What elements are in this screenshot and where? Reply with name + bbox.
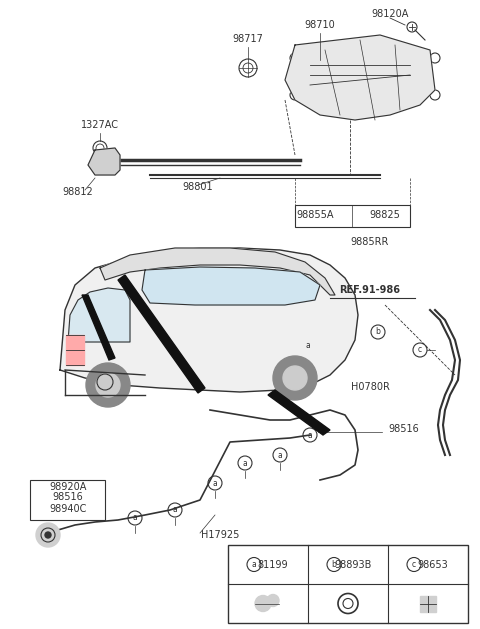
Text: 9885RR: 9885RR bbox=[351, 237, 389, 247]
Text: a: a bbox=[242, 459, 247, 467]
Text: 98940C: 98940C bbox=[49, 504, 87, 514]
Text: a: a bbox=[173, 506, 178, 515]
Text: REF.91-986: REF.91-986 bbox=[339, 285, 400, 295]
Text: 98710: 98710 bbox=[305, 20, 336, 30]
Text: b: b bbox=[332, 560, 336, 569]
Text: 98653: 98653 bbox=[418, 560, 448, 569]
Polygon shape bbox=[82, 295, 115, 360]
Text: H0780R: H0780R bbox=[350, 382, 389, 392]
Bar bbox=[420, 596, 436, 611]
Polygon shape bbox=[285, 35, 435, 120]
Polygon shape bbox=[68, 288, 130, 342]
Bar bbox=[228, 545, 468, 623]
Circle shape bbox=[283, 366, 307, 390]
Text: 98120A: 98120A bbox=[372, 9, 408, 19]
Text: 98801: 98801 bbox=[183, 182, 213, 192]
Text: 98717: 98717 bbox=[233, 34, 264, 44]
Text: a: a bbox=[308, 430, 312, 440]
Text: b: b bbox=[375, 328, 381, 337]
Text: 81199: 81199 bbox=[258, 560, 288, 569]
Text: a: a bbox=[213, 479, 217, 487]
Circle shape bbox=[255, 596, 271, 611]
Circle shape bbox=[36, 523, 60, 547]
Text: 98893B: 98893B bbox=[334, 560, 372, 569]
Polygon shape bbox=[118, 275, 205, 393]
Text: c: c bbox=[418, 345, 422, 355]
Bar bbox=[66, 335, 84, 365]
Text: 98516: 98516 bbox=[53, 492, 84, 502]
Polygon shape bbox=[268, 390, 330, 435]
Text: 98920A: 98920A bbox=[49, 482, 87, 492]
Polygon shape bbox=[88, 148, 120, 175]
Polygon shape bbox=[142, 267, 320, 305]
Text: a: a bbox=[252, 560, 256, 569]
Circle shape bbox=[267, 594, 279, 606]
Bar bbox=[295, 205, 410, 227]
Text: a: a bbox=[306, 340, 311, 350]
Text: 1327AC: 1327AC bbox=[81, 120, 119, 130]
Polygon shape bbox=[60, 248, 358, 392]
Circle shape bbox=[96, 373, 120, 397]
Text: H17925: H17925 bbox=[201, 530, 239, 540]
Polygon shape bbox=[100, 248, 335, 295]
Text: 98516: 98516 bbox=[388, 424, 419, 434]
Text: a: a bbox=[132, 513, 137, 523]
Circle shape bbox=[86, 363, 130, 407]
Circle shape bbox=[45, 532, 51, 538]
Text: 98855A: 98855A bbox=[296, 210, 334, 220]
Text: 98825: 98825 bbox=[370, 210, 400, 220]
Text: 98812: 98812 bbox=[62, 187, 94, 197]
Circle shape bbox=[273, 356, 317, 400]
Text: a: a bbox=[277, 450, 282, 460]
Text: c: c bbox=[412, 560, 416, 569]
Bar bbox=[30, 480, 105, 520]
